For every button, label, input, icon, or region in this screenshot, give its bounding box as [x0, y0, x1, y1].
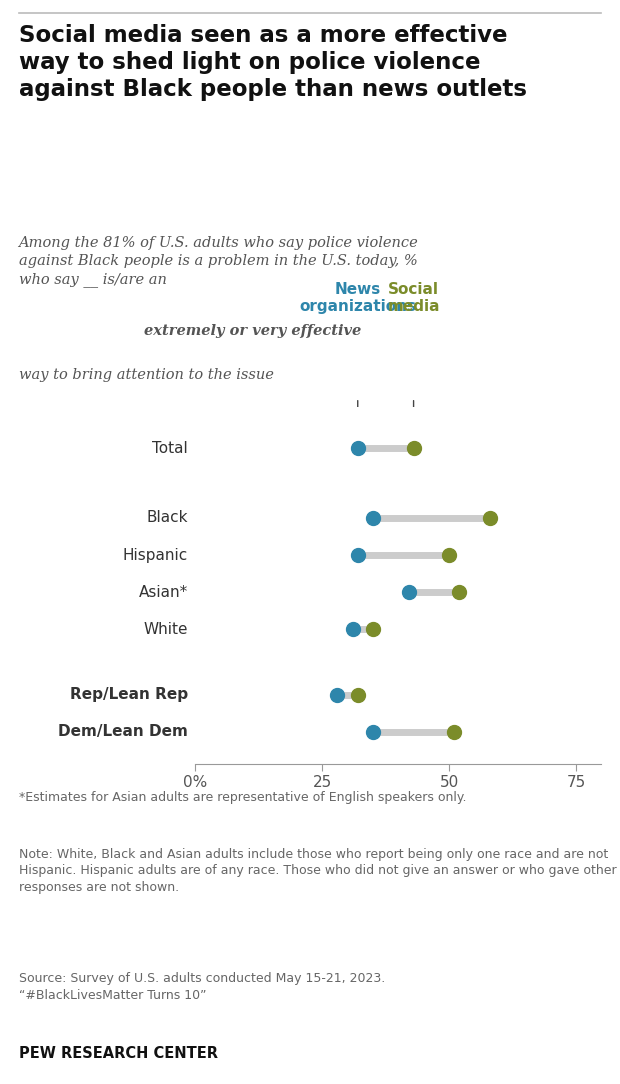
- Text: 32: 32: [331, 547, 350, 563]
- Text: extremely or very effective: extremely or very effective: [144, 324, 361, 338]
- Text: PEW RESEARCH CENTER: PEW RESEARCH CENTER: [19, 1046, 218, 1061]
- Text: *Estimates for Asian adults are representative of English speakers only.: *Estimates for Asian adults are represen…: [19, 791, 466, 804]
- Text: 35: 35: [381, 622, 399, 637]
- Text: 42: 42: [382, 585, 401, 599]
- Text: 35: 35: [347, 511, 365, 526]
- Text: Among the 81% of U.S. adults who say police violence
against Black people is a p: Among the 81% of U.S. adults who say pol…: [19, 236, 419, 287]
- Text: 32: 32: [366, 687, 384, 702]
- Text: 51: 51: [463, 724, 480, 739]
- Text: 52: 52: [467, 585, 486, 599]
- Text: Social media seen as a more effective
way to shed light on police violence
again: Social media seen as a more effective wa…: [19, 24, 526, 101]
- Text: Source: Survey of U.S. adults conducted May 15-21, 2023.
“#BlackLivesMatter Turn: Source: Survey of U.S. adults conducted …: [19, 972, 385, 1002]
- Text: 43: 43: [422, 441, 440, 455]
- Text: 50: 50: [457, 547, 476, 563]
- Text: Dem/Lean Dem: Dem/Lean Dem: [58, 724, 188, 739]
- Text: Social
media: Social media: [388, 282, 440, 314]
- Text: Hispanic: Hispanic: [123, 547, 188, 563]
- Text: way to bring attention to the issue: way to bring attention to the issue: [19, 367, 273, 382]
- Text: Note: White, Black and Asian adults include those who report being only one race: Note: White, Black and Asian adults incl…: [19, 848, 616, 893]
- Text: White: White: [143, 622, 188, 637]
- Text: 32: 32: [331, 441, 350, 455]
- Text: 58: 58: [498, 511, 516, 526]
- Text: Asian*: Asian*: [139, 585, 188, 599]
- Text: Black: Black: [146, 511, 188, 526]
- Text: 28: 28: [311, 687, 329, 702]
- Text: News
organizations: News organizations: [299, 282, 416, 314]
- Text: 31: 31: [326, 622, 345, 637]
- Text: Rep/Lean Rep: Rep/Lean Rep: [69, 687, 188, 702]
- Text: 35: 35: [347, 724, 365, 739]
- Text: Total: Total: [152, 441, 188, 455]
